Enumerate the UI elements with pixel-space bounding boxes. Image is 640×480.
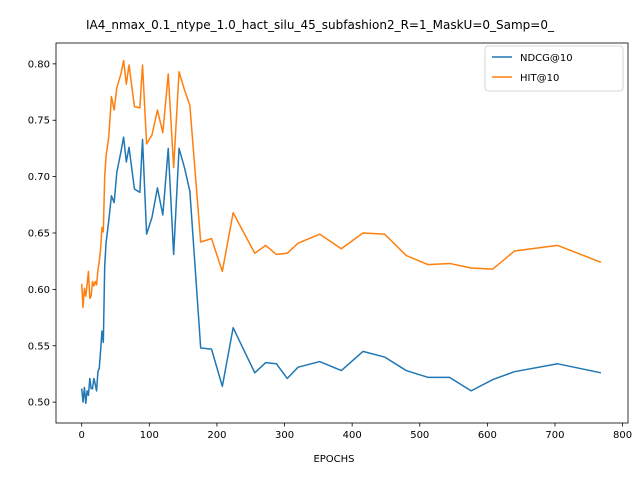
y-tick-label: 0.65	[28, 229, 50, 240]
x-tick-label: 500	[410, 430, 429, 441]
y-tick-label: 0.75	[28, 116, 50, 127]
x-tick-label: 800	[613, 430, 632, 441]
x-axis: 0 100 200 300 400 500 600 700 800	[79, 423, 632, 441]
y-tick-label: 0.55	[28, 341, 50, 352]
legend-label: HIT@10	[520, 73, 559, 84]
y-tick-label: 0.50	[28, 398, 50, 409]
legend-box	[484, 45, 624, 92]
x-tick-label: 200	[207, 430, 226, 441]
legend-label: NDCG@10	[520, 53, 573, 64]
x-tick-label: 600	[478, 430, 497, 441]
x-axis-title: EPOCHS	[313, 454, 354, 465]
series-line-hit-10	[80, 59, 602, 309]
x-tick-label: 700	[545, 430, 564, 441]
chart-title: IA4_nmax_0.1_ntype_1.0_hact_silu_45_subf…	[86, 18, 555, 32]
legend: NDCG@10 HIT@10	[484, 45, 624, 92]
x-tick-label: 0	[79, 430, 85, 441]
plot-area	[56, 43, 628, 423]
y-axis: 0.50 0.55 0.60 0.65 0.70 0.75 0.80	[28, 59, 56, 409]
series-line-ndcg-10	[80, 136, 602, 405]
y-tick-label: 0.80	[28, 59, 50, 70]
series-lines	[80, 59, 602, 405]
x-tick-label: 100	[140, 430, 159, 441]
y-tick-label: 0.70	[28, 172, 50, 183]
x-tick-label: 300	[275, 430, 294, 441]
y-tick-label: 0.60	[28, 285, 50, 296]
x-tick-label: 400	[343, 430, 362, 441]
